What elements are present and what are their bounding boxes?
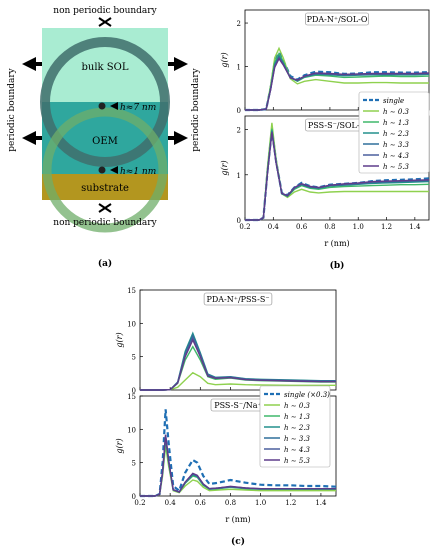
legend-box: [358, 91, 430, 174]
legend-entry: h ∼ 5.3: [284, 457, 311, 465]
schematic-svg: non periodic boundary non periodic bound…: [7, 6, 201, 269]
x-tick-label: 1.0: [255, 499, 266, 507]
y-tick-label: 10: [127, 320, 136, 328]
h7-label: h≈7 nm: [120, 103, 156, 113]
y-tick-label: 0: [132, 387, 136, 395]
subplot-title-box: [203, 292, 273, 306]
legend-entry: h ∼ 3.3: [284, 435, 311, 443]
bulk-sol-label: bulk SOL: [82, 62, 129, 73]
x-tick-label: 0.2: [239, 223, 250, 231]
panel-a-schematic: non periodic boundary non periodic bound…: [0, 0, 215, 270]
y-tick-label: 1: [237, 64, 241, 72]
h1-arrow: [110, 166, 118, 174]
y-tick-label: 5: [132, 460, 136, 468]
right-arrows: [168, 57, 188, 145]
x-tick-label: 0.4: [165, 499, 177, 507]
caption-b: (b): [330, 260, 345, 271]
plot-frame: [244, 9, 430, 111]
caption-c: (c): [231, 536, 245, 547]
panel-b-chart: 0 1 2 PDA-N⁺/SOL-O g(r) 0 1 2 0.2 0.4 0.6 0.8 1.0 1.2…: [215, 0, 434, 275]
legend-box: [259, 385, 331, 468]
legend-entry: h ∼ 1.3: [383, 119, 410, 127]
y-tick-label: 2: [237, 20, 241, 28]
series-line-6: [245, 57, 430, 111]
legend-entry: h ∼ 0.3: [383, 108, 410, 116]
h1-label: h≈1 nm: [120, 167, 156, 177]
x-axis-label: r (nm): [225, 515, 250, 524]
y-tick-label: 0: [237, 107, 241, 115]
x-tick-label: 1.0: [353, 223, 364, 231]
y-tick-label: 1: [237, 172, 241, 180]
x-tick-label: 1.4: [315, 499, 327, 507]
y-tick-label: 0: [237, 217, 241, 225]
subplot-title: PDA-N⁺/SOL-O: [307, 15, 368, 24]
subplot-title-box: [305, 12, 369, 26]
y-tick-label: 10: [127, 426, 136, 434]
legend-entry: h ∼ 2.3: [284, 424, 311, 432]
series-line-6: [245, 132, 430, 221]
y-tick-label: 2: [237, 127, 241, 135]
top-boundary-marker: [98, 17, 112, 27]
x-tick-label: 0.6: [195, 499, 207, 507]
oem-label: OEM: [92, 136, 118, 147]
bottom-boundary-marker: [98, 203, 112, 213]
plot-frame: [139, 289, 337, 391]
legend-entry: h ∼ 3.3: [383, 141, 410, 149]
subplot-title: PSS-S⁻/Na⁺: [214, 401, 262, 410]
large-ring: [40, 37, 170, 167]
substrate-label: substrate: [81, 183, 129, 194]
y-axis-label: g(r): [220, 52, 229, 67]
legend-entry: single (×0.3): [284, 391, 330, 399]
x-tick-label: 0.2: [134, 499, 145, 507]
x-tick-label: 0.8: [324, 223, 335, 231]
panel-b-svg: 0 1 2 PDA-N⁺/SOL-O g(r) 0 1 2 0.2 0.4 0.6 0.8 1.0 1.2…: [220, 9, 430, 271]
x-tick-label: 0.6: [296, 223, 308, 231]
series-line-0: [140, 371, 336, 391]
x-tick-label: 1.2: [285, 499, 296, 507]
y-tick-label: 15: [127, 287, 136, 295]
legend-entry: h ∼ 2.3: [383, 130, 410, 138]
panel-c-svg: 0 5 10 15 PDA-N⁺/PSS-S⁻ g(r) 0 5 10 15 0.2 0.4 0.6 0.…: [115, 287, 337, 547]
left-arrows: [22, 57, 42, 145]
series-line-5: [140, 338, 336, 391]
x-tick-label: 1.2: [381, 223, 392, 231]
right-boundary-label: periodic boundary: [191, 67, 201, 151]
legend-entry: single: [383, 97, 404, 105]
legend-entry: h ∼ 0.3: [284, 402, 311, 410]
legend-entry: h ∼ 4.3: [284, 446, 311, 454]
y-tick-label: 0: [132, 493, 136, 501]
h7-arrow: [110, 102, 118, 110]
y-axis-label: g(r): [115, 332, 124, 347]
series-line-6: [140, 434, 336, 497]
h1-dot: [98, 166, 106, 174]
x-tick-label: 0.4: [268, 223, 280, 231]
subplot-title: PSS-S⁻/SOL-O: [308, 121, 367, 130]
subplot-title: PDA-N⁺/PSS-S⁻: [206, 295, 269, 304]
substrate-layer: [42, 174, 168, 200]
y-axis-label: g(r): [115, 438, 124, 453]
legend-entry: h ∼ 5.3: [383, 163, 410, 171]
left-boundary-label: periodic boundary: [7, 67, 17, 151]
legend-entry: h ∼ 1.3: [284, 413, 311, 421]
x-axis-label: r (nm): [324, 239, 349, 248]
plot-frame: [139, 395, 337, 497]
y-tick-label: 15: [127, 393, 136, 401]
y-tick-label: 5: [132, 354, 136, 362]
bottom-boundary-label: non periodic boundary: [53, 218, 157, 228]
caption-a: (a): [98, 258, 112, 269]
x-tick-label: 0.8: [225, 499, 236, 507]
small-ring: [42, 107, 168, 233]
top-boundary-label: non periodic boundary: [53, 6, 157, 16]
y-axis-label: g(r): [220, 160, 229, 175]
x-tick-label: 1.4: [409, 223, 421, 231]
legend-entry: h ∼ 4.3: [383, 152, 410, 160]
series-line-0: [140, 409, 337, 498]
series-line-1: [140, 345, 336, 391]
h7-dot: [98, 102, 106, 110]
panel-c-chart: 0 5 10 15 PDA-N⁺/PSS-S⁻ g(r) 0 5 10 15 0.2 0.4 0.6 0.…: [110, 278, 340, 550]
